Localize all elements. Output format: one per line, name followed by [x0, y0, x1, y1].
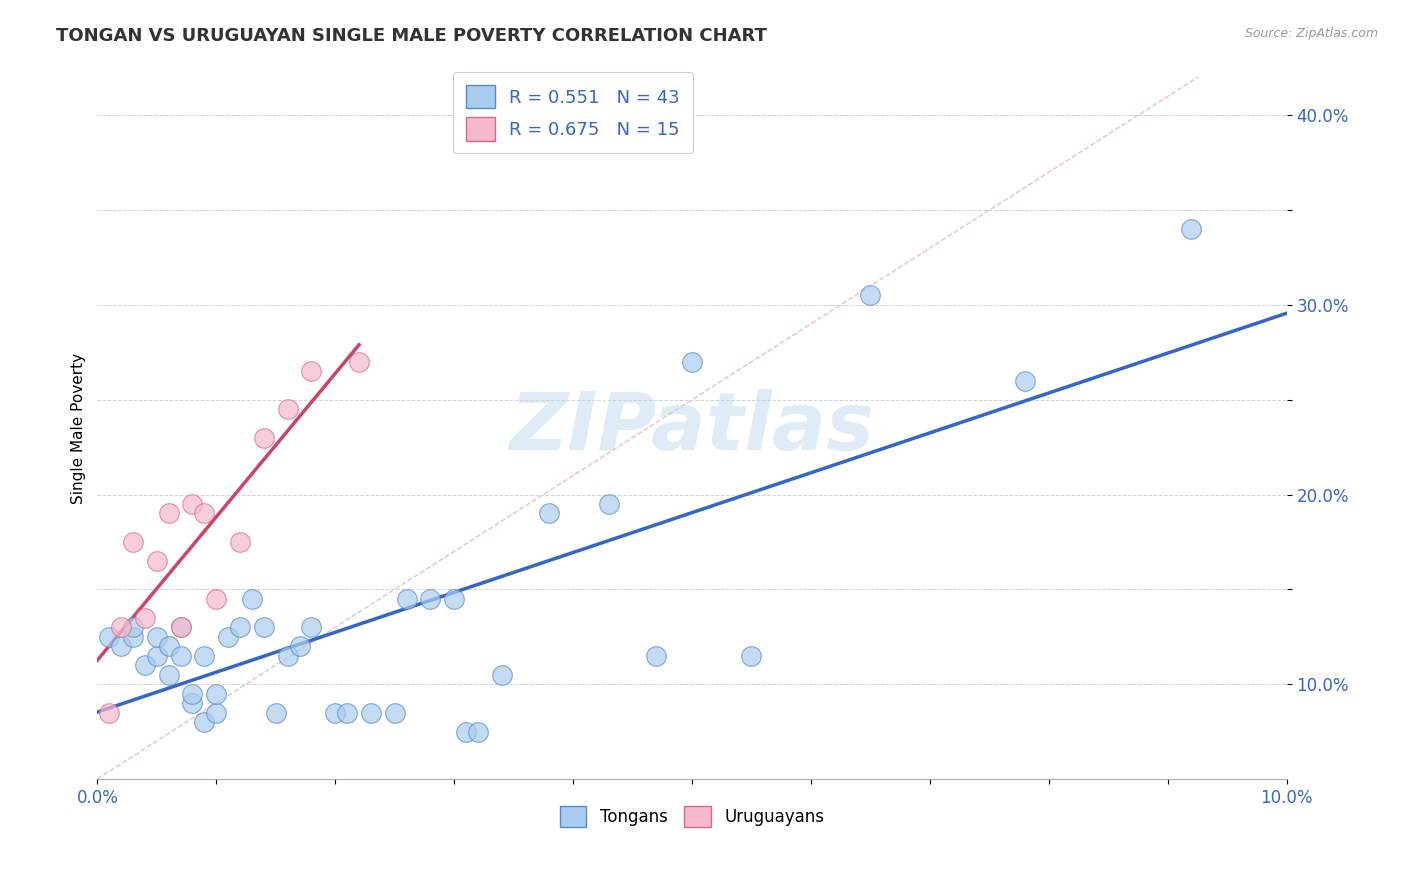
Point: [253, 620, 276, 634]
Point: [1014, 374, 1036, 388]
Point: [277, 648, 299, 663]
Point: [240, 591, 263, 606]
Point: [157, 507, 180, 521]
Point: [1180, 222, 1202, 236]
Point: [193, 507, 215, 521]
Point: [598, 497, 620, 511]
Y-axis label: Single Male Poverty: Single Male Poverty: [72, 352, 86, 504]
Point: [146, 648, 169, 663]
Point: [110, 620, 132, 634]
Point: [384, 706, 406, 720]
Point: [134, 611, 156, 625]
Point: [134, 658, 156, 673]
Point: [395, 591, 418, 606]
Point: [538, 507, 561, 521]
Point: [419, 591, 441, 606]
Point: [169, 620, 191, 634]
Point: [205, 687, 228, 701]
Point: [681, 355, 703, 369]
Point: [645, 648, 668, 663]
Point: [110, 639, 132, 653]
Legend: Tongans, Uruguayans: Tongans, Uruguayans: [553, 799, 831, 834]
Point: [205, 706, 228, 720]
Point: [491, 667, 513, 681]
Point: [146, 630, 169, 644]
Point: [443, 591, 465, 606]
Point: [181, 696, 204, 710]
Point: [323, 706, 346, 720]
Point: [181, 687, 204, 701]
Point: [181, 497, 204, 511]
Point: [347, 355, 370, 369]
Point: [336, 706, 359, 720]
Point: [859, 288, 882, 302]
Point: [169, 620, 191, 634]
Point: [205, 591, 228, 606]
Point: [98, 630, 121, 644]
Point: [217, 630, 239, 644]
Text: ZIPatlas: ZIPatlas: [509, 389, 875, 467]
Point: [299, 620, 322, 634]
Point: [454, 724, 477, 739]
Point: [157, 639, 180, 653]
Point: [467, 724, 489, 739]
Point: [98, 706, 121, 720]
Point: [122, 535, 145, 549]
Point: [193, 648, 215, 663]
Point: [288, 639, 311, 653]
Point: [193, 714, 215, 729]
Point: [146, 554, 169, 568]
Point: [277, 402, 299, 417]
Text: Source: ZipAtlas.com: Source: ZipAtlas.com: [1244, 27, 1378, 40]
Point: [169, 648, 191, 663]
Point: [122, 630, 145, 644]
Point: [229, 535, 252, 549]
Point: [122, 620, 145, 634]
Point: [229, 620, 252, 634]
Text: TONGAN VS URUGUAYAN SINGLE MALE POVERTY CORRELATION CHART: TONGAN VS URUGUAYAN SINGLE MALE POVERTY …: [56, 27, 768, 45]
Point: [740, 648, 762, 663]
Point: [157, 667, 180, 681]
Point: [253, 431, 276, 445]
Point: [264, 706, 287, 720]
Point: [299, 364, 322, 378]
Point: [360, 706, 382, 720]
